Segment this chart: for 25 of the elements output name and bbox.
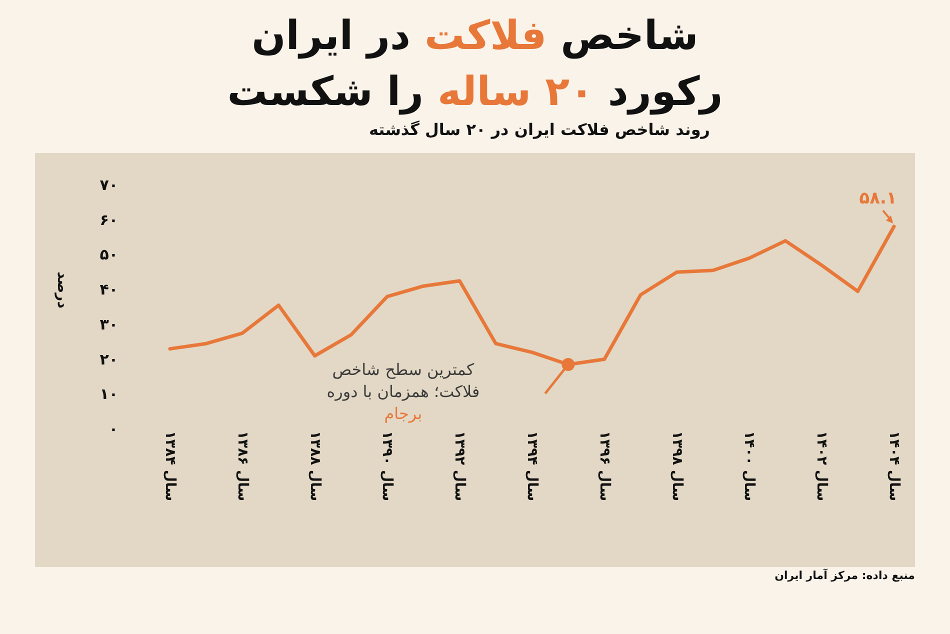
text: منبع داده: مرکز آمار ایران	[774, 569, 915, 583]
x-tick-label: سال ۱۳۹۸	[668, 430, 685, 502]
x-tick-label: سال ۱۳۹۰	[379, 430, 396, 502]
x-tick-label: سال ۱۴۰۲	[814, 430, 830, 502]
x-tick-label: سال ۱۳۹۶	[596, 430, 612, 502]
chart-title: شاخص فلاکت در ایران رکورد ۲۰ ساله را شکست	[227, 13, 723, 115]
y-tick-label: ۷۰	[100, 176, 118, 194]
x-tick-label: سال ۱۳۸۶	[234, 430, 250, 502]
y-tick-label: ۱۰	[100, 385, 118, 404]
x-tick-label: سال ۱۳۹۲	[452, 430, 468, 502]
x-tick-label: سال ۱۳۸۴	[162, 430, 178, 502]
y-tick-label: ۰	[108, 420, 118, 438]
x-tick-label: سال ۱۴۰۰	[741, 430, 758, 502]
y-tick-label: ۳۰	[100, 315, 118, 334]
y-tick-label: ۴۰	[100, 280, 118, 299]
chart-subtitle: روند شاخص فلاکت ایران در ۲۰ سال گذشته	[368, 120, 710, 140]
y-tick-label: ۲۰	[100, 350, 118, 368]
text: کمترین سطح شاخص فلاکت؛ همزمان با دوره برجام	[326, 360, 480, 422]
x-tick-label: سال ۱۴۰۴	[886, 430, 902, 502]
y-axis-title: درصد	[54, 272, 70, 308]
x-tick-label: سال ۱۳۹۴	[524, 430, 540, 502]
data-label: ۵۸.۱	[859, 188, 897, 208]
y-tick-label: ۵۰	[100, 246, 118, 264]
y-tick-label: ۶۰	[100, 210, 118, 229]
x-tick-label: سال ۱۳۸۸	[306, 430, 323, 502]
